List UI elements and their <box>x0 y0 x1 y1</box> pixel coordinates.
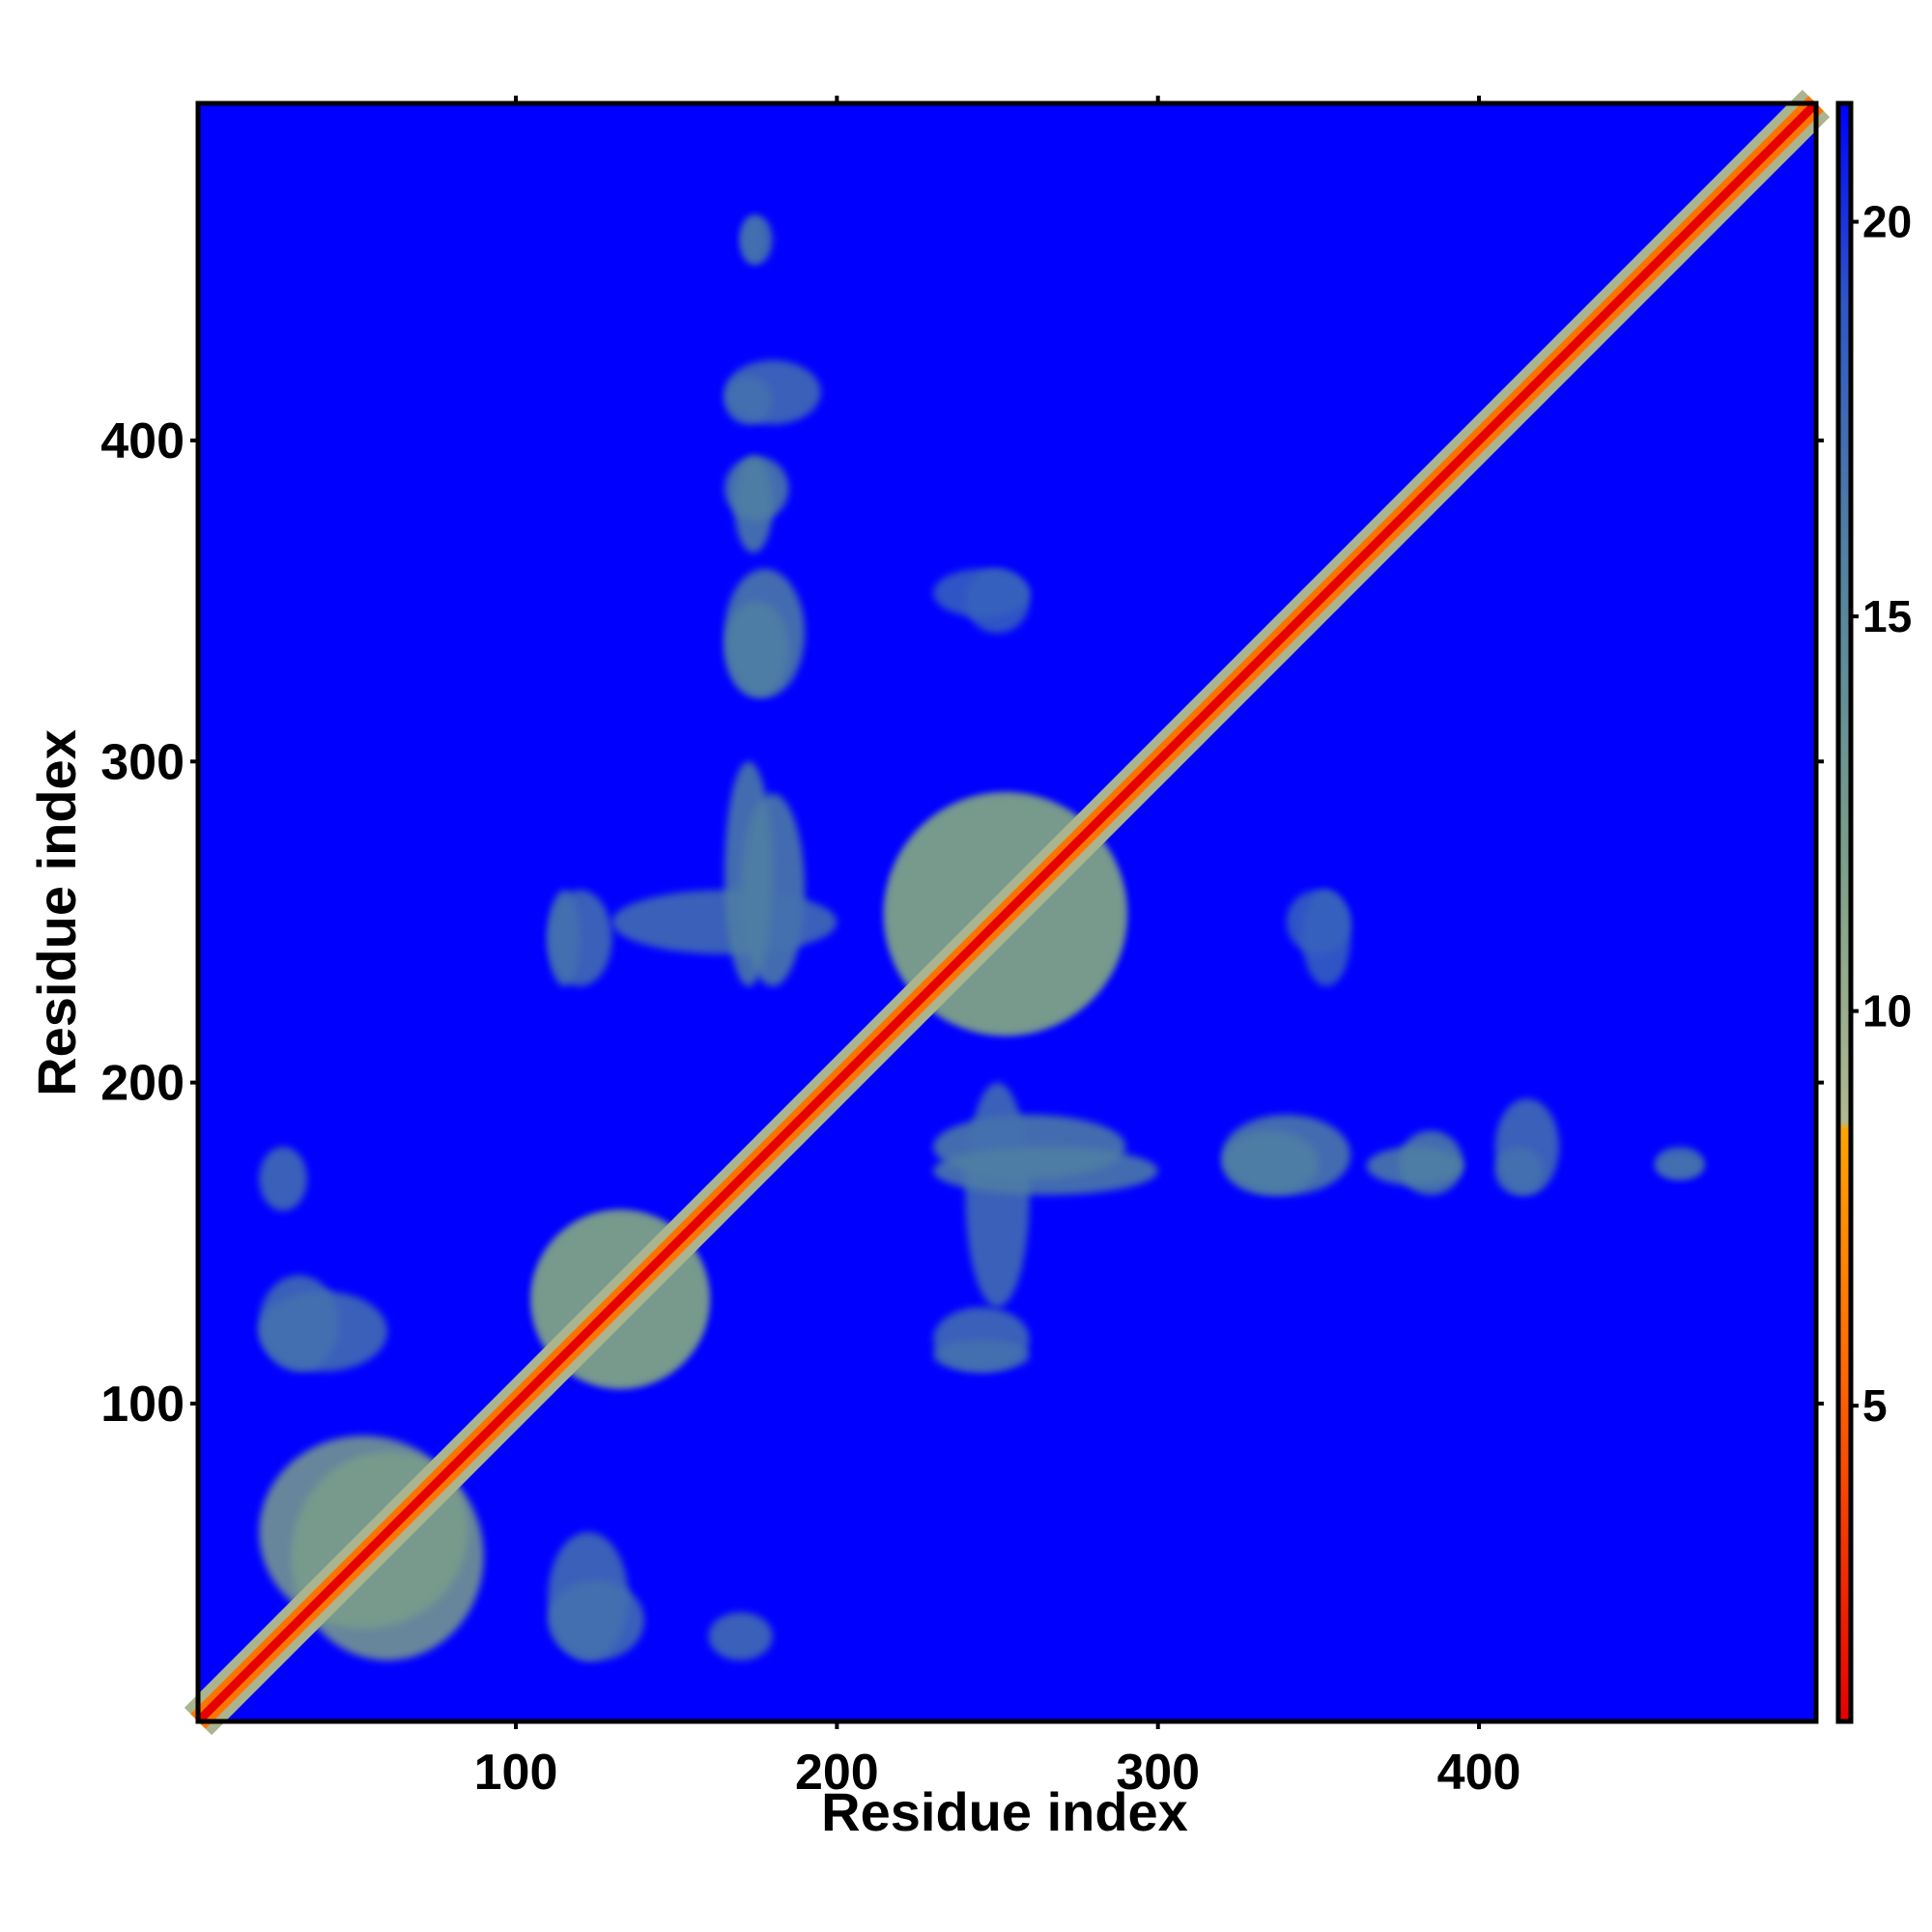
y-tick-label: 400 <box>100 413 185 469</box>
contact-region <box>708 1612 773 1661</box>
y-axis-title: Residue index <box>26 729 87 1096</box>
contact-region <box>1655 1152 1704 1179</box>
colorbar: 5 10 15 20 <box>1835 100 1912 1724</box>
contact-region-mirror <box>548 1531 629 1661</box>
contact-region-mirror <box>724 376 773 425</box>
contact-region-mirror <box>965 1082 1030 1308</box>
contact-region <box>1494 1147 1544 1195</box>
diagonal-core <box>194 99 1820 1725</box>
contact-region-mirror <box>724 761 773 986</box>
y-tick-label: 100 <box>100 1377 185 1433</box>
y-axis: 100 200 300 400 <box>100 413 1824 1433</box>
colorbar-tick-label: 5 <box>1862 1380 1888 1431</box>
x-tick-label: 100 <box>474 1745 558 1801</box>
diagonal-band <box>184 89 1831 1736</box>
x-axis: 100 200 300 400 <box>474 96 1521 1801</box>
contact-region <box>933 1147 1158 1195</box>
x-axis-title: Residue index <box>821 1781 1188 1842</box>
contact-region <box>611 890 838 954</box>
contact-region-mirror <box>724 601 789 697</box>
x-tick-label: 200 <box>795 1745 879 1801</box>
colorbar-tick-label: 10 <box>1862 986 1912 1037</box>
contact-region-mirror <box>734 456 773 554</box>
heatmap-area <box>184 89 1831 1736</box>
contact-region-mirror <box>259 1147 307 1211</box>
x-tick-label: 300 <box>1116 1745 1200 1801</box>
contact-region <box>933 1339 1030 1372</box>
colorbar-bar <box>1835 100 1854 1724</box>
contact-region <box>1366 1147 1463 1185</box>
y-tick-label: 300 <box>100 734 185 790</box>
contact-region <box>259 1291 388 1372</box>
contact-region-mirror <box>548 890 581 986</box>
colorbar-ticks: 5 10 15 20 <box>1851 197 1912 1431</box>
colorbar-tick-label: 15 <box>1862 591 1912 641</box>
colorbar-tick-label: 20 <box>1862 197 1912 247</box>
contact-region <box>1222 1130 1319 1195</box>
contact-region-mirror <box>1302 890 1351 986</box>
y-tick-label: 200 <box>100 1056 185 1112</box>
contact-region-mirror <box>740 215 767 265</box>
x-tick-label: 400 <box>1437 1745 1521 1801</box>
plot-frame <box>195 100 1819 1724</box>
contact-region <box>933 568 1030 617</box>
